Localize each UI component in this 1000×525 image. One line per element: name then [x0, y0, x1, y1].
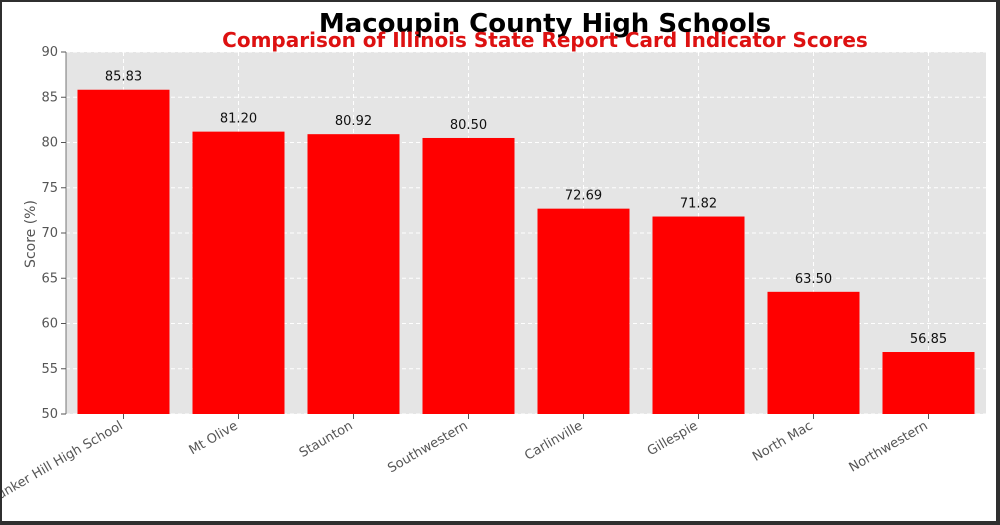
bar: [882, 352, 975, 414]
x-tick-label: North Mac: [750, 418, 815, 464]
bar: [192, 131, 285, 414]
y-tick-label: 75: [41, 181, 58, 196]
x-tick-label: Mt Olive: [187, 418, 241, 458]
x-tick-label: Southwestern: [385, 418, 470, 476]
bar: [537, 208, 630, 414]
data-label: 80.50: [450, 118, 487, 133]
data-label: 56.85: [910, 332, 947, 347]
bar: [307, 134, 400, 414]
data-label: 80.92: [335, 114, 372, 129]
bar: [422, 137, 515, 414]
bar: [77, 89, 170, 415]
data-label: 81.20: [220, 112, 257, 127]
y-axis-label: Score (%): [23, 200, 39, 268]
data-label: 72.69: [565, 189, 602, 204]
data-label: 63.50: [795, 272, 832, 287]
y-tick-label: 80: [41, 136, 58, 151]
y-tick-label: 65: [41, 271, 58, 286]
y-tick-label: 60: [41, 317, 58, 332]
data-label: 71.82: [680, 197, 717, 212]
y-tick-label: 70: [41, 226, 58, 241]
x-tick-label: Northwestern: [847, 418, 931, 475]
y-tick-label: 50: [41, 407, 58, 422]
chart-subtitle: Comparison of Illinois State Report Card…: [222, 28, 868, 52]
data-label: 85.83: [105, 70, 142, 85]
x-tick-label: Staunton: [297, 418, 356, 461]
y-tick-label: 85: [41, 90, 58, 105]
y-tick-label: 55: [41, 362, 58, 377]
bar: [767, 291, 860, 414]
x-tick-label: Bunker Hill High School: [2, 418, 125, 507]
y-tick-label: 90: [41, 45, 58, 60]
plot-area: 50 55 60 65 70 75 80 85 90 85.83 Bunker Hill High …: [2, 45, 986, 507]
x-tick-label: Gillespie: [645, 418, 701, 459]
chart-title: Macoupin County High Schools: [319, 9, 771, 39]
x-tick-label: Carlinville: [522, 418, 585, 463]
bar: [652, 216, 745, 414]
